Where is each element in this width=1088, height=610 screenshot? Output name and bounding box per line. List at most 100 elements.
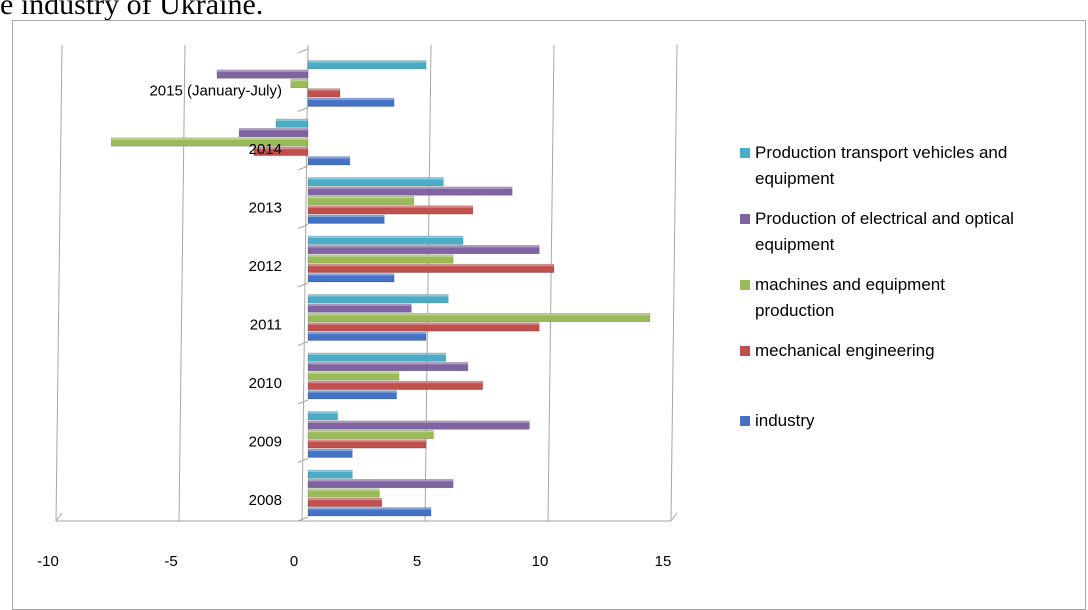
gridlines	[55, 44, 678, 522]
bar-highlight	[308, 205, 473, 208]
legend-label: Production transport vehicles and	[755, 143, 1007, 162]
bar-highlight	[308, 439, 427, 442]
bar-highlight	[308, 371, 400, 374]
bar-highlight	[308, 470, 353, 472]
bar-highlight	[111, 137, 308, 140]
gridline	[424, 44, 432, 522]
gridline	[55, 44, 63, 522]
bar-highlight	[308, 313, 650, 316]
legend-swatch	[740, 416, 750, 426]
bar	[307, 177, 444, 187]
x-tick-label: -5	[164, 553, 177, 570]
bar-highlight	[216, 69, 308, 72]
bar-highlight	[308, 215, 385, 218]
category-tick	[297, 165, 309, 171]
legend-label: production	[755, 301, 834, 320]
gridline	[547, 44, 555, 522]
category-tick	[297, 341, 309, 346]
legend-label: industry	[755, 411, 815, 430]
bar-highlight	[308, 273, 395, 276]
bar	[307, 390, 397, 400]
category-label: 2012	[249, 258, 282, 275]
bar	[253, 146, 309, 156]
bar-highlight	[308, 449, 353, 452]
bar-highlight	[308, 236, 463, 238]
bar	[307, 488, 380, 498]
category-tick	[297, 282, 309, 288]
bar	[307, 205, 474, 215]
category-label: 2009	[249, 434, 282, 451]
bar	[307, 263, 555, 273]
legend-swatch	[740, 148, 750, 158]
floor-edge	[670, 512, 678, 522]
bar	[307, 420, 530, 430]
bar	[307, 186, 513, 196]
bar-highlight	[308, 488, 380, 491]
bar	[275, 118, 309, 128]
category-labels: 2008 2009 2010 2011 2012 2013 2014 2015 (Januar…	[149, 83, 282, 510]
bar-highlight	[276, 119, 308, 121]
x-tick-label: 0	[290, 553, 298, 570]
category-tick	[297, 224, 309, 229]
bar-highlight	[308, 479, 454, 482]
legend-label: Production of electrical and optical	[755, 209, 1014, 228]
bar-highlight	[308, 353, 446, 355]
x-tick-label: -10	[37, 553, 59, 570]
bar	[307, 507, 432, 517]
x-tick-label: 10	[532, 553, 549, 570]
legend: Production transport vehicles and equipme…	[740, 143, 1014, 430]
bar	[307, 303, 412, 313]
x-tick-label: 5	[413, 553, 421, 570]
bar	[238, 128, 309, 138]
category-tick	[297, 458, 309, 463]
bar-highlight	[308, 332, 427, 335]
bar	[307, 352, 447, 362]
category-tick	[297, 48, 309, 54]
bar-highlight	[308, 264, 554, 267]
bar	[307, 88, 341, 98]
category-label: 2008	[249, 492, 282, 509]
bar	[307, 322, 540, 332]
category-tick	[297, 516, 309, 522]
bar	[307, 214, 385, 224]
bar	[307, 411, 338, 421]
bar	[307, 371, 400, 381]
bar	[307, 254, 454, 264]
bar-highlight	[308, 186, 513, 189]
bar-highlight	[308, 245, 540, 248]
bar-highlight	[308, 498, 382, 501]
bar	[216, 69, 309, 79]
bar	[307, 439, 427, 449]
legend-swatch	[740, 280, 750, 290]
bar	[307, 196, 415, 206]
bar-highlight	[308, 88, 340, 91]
bar	[307, 312, 651, 322]
bar-highlight	[308, 294, 449, 297]
bar	[290, 79, 309, 89]
bar-highlight	[308, 177, 444, 180]
legend-swatch	[740, 346, 750, 356]
bar	[307, 380, 483, 390]
bar-highlight	[308, 430, 434, 433]
bar-highlight	[290, 79, 308, 82]
bar	[307, 479, 454, 489]
bar	[307, 469, 353, 479]
floor-edge	[55, 512, 63, 522]
category-label: 2011	[250, 317, 282, 334]
category-label: 2013	[249, 200, 282, 217]
bar-highlight	[308, 303, 412, 306]
bar-highlight	[308, 362, 468, 365]
bar	[307, 294, 449, 304]
bars	[110, 60, 651, 517]
x-tick-label: 15	[655, 553, 672, 570]
bar	[307, 245, 540, 255]
bar-highlight	[308, 60, 427, 63]
bar	[110, 137, 309, 147]
bar-highlight	[308, 322, 540, 325]
bar-chart: 2008 2009 2010 2011 2012 2013 2014 2015 (Januar…	[37, 44, 1014, 570]
bar	[307, 331, 427, 341]
bar-highlight	[239, 128, 308, 131]
bar	[307, 362, 469, 372]
bar	[307, 156, 351, 166]
bar	[307, 97, 395, 107]
